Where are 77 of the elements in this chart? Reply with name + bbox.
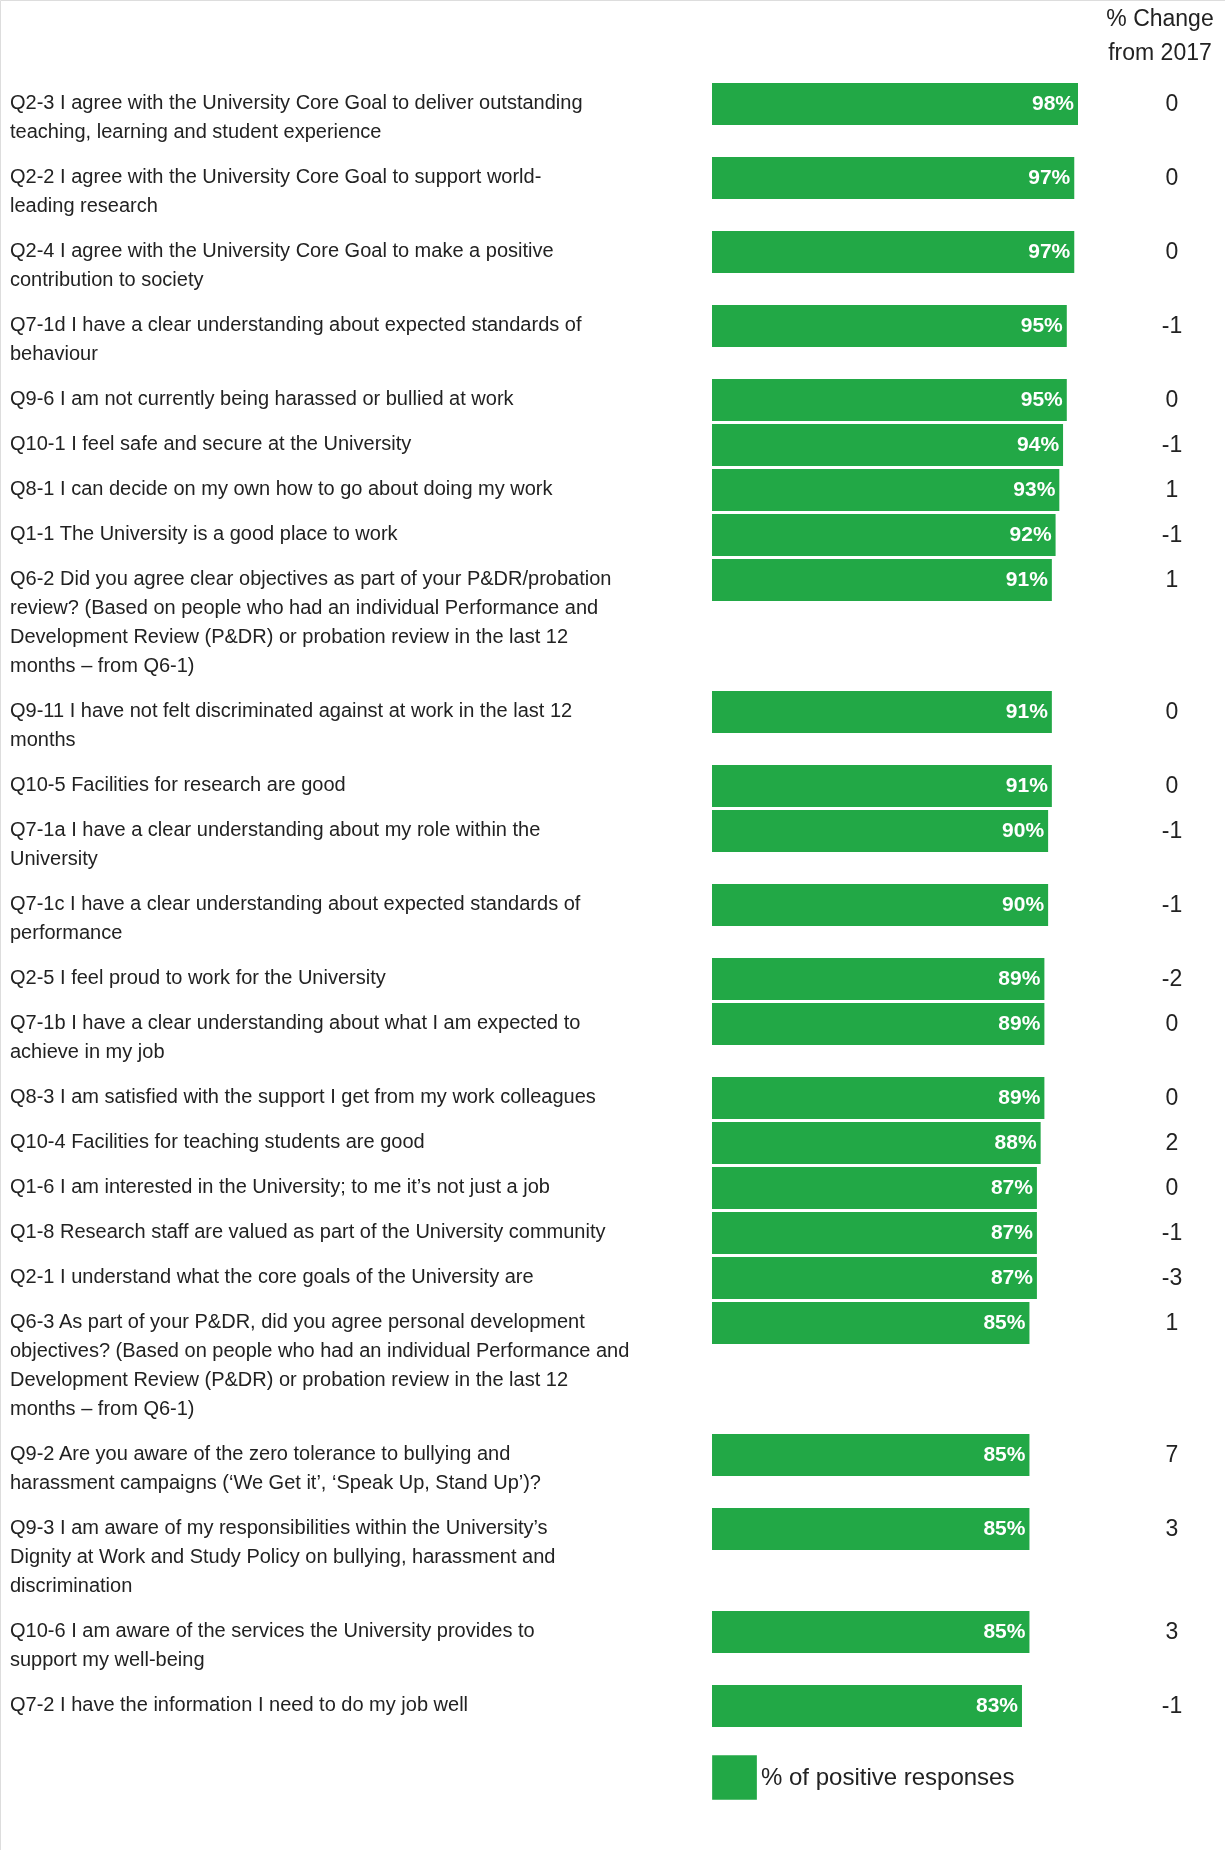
y-tick-label: Q7-1d I have a clear understanding about expected standards of behaviour bbox=[10, 313, 582, 364]
data-label: 85% bbox=[983, 1619, 1026, 1642]
y-tick-label: Q10-5 Facilities for research are good bbox=[10, 773, 346, 795]
y-tick-label: Q2-1 I understand what the core goals of the University are bbox=[10, 1265, 534, 1287]
text: 3 bbox=[1165, 1515, 1179, 1541]
y-tick-label: Q10-6 I am aware of the services the University provides to support my well-being bbox=[10, 1619, 535, 1670]
data-label: 88% bbox=[994, 1130, 1037, 1153]
text: -3 bbox=[1161, 1264, 1183, 1290]
data-label: 92% bbox=[1009, 522, 1052, 545]
y-tick-label: Q2-3 I agree with the University Core Goal to deliver outstanding teaching, learning and student experience bbox=[10, 91, 583, 142]
data-label: 98% bbox=[1031, 91, 1075, 114]
y-tick-label: Q9-6 I am not currently being harassed or bullied at work bbox=[10, 387, 515, 409]
data-label: 91% bbox=[1005, 567, 1049, 590]
legend-label: % of positive responses bbox=[761, 1762, 1015, 1790]
text: 0 bbox=[1165, 1174, 1179, 1200]
y-tick-label: Q7-2 I have the information I need to do my job well bbox=[10, 1693, 469, 1715]
text: 7 bbox=[1165, 1441, 1179, 1467]
data-label: 87% bbox=[990, 1265, 1034, 1288]
text: 0 bbox=[1165, 238, 1179, 264]
data-label: 85% bbox=[983, 1516, 1026, 1539]
text: -1 bbox=[1161, 312, 1183, 338]
data-label: 83% bbox=[975, 1693, 1019, 1716]
text: 1 bbox=[1165, 566, 1179, 592]
data-label: 95% bbox=[1020, 387, 1064, 410]
data-label: 97% bbox=[1028, 239, 1071, 262]
y-tick-label: Q7-1a I have a clear understanding about my role within the University bbox=[10, 818, 541, 869]
y-tick-label: Q9-11 I have not felt discriminated against at work in the last 12 months bbox=[10, 699, 573, 750]
data-label: 97% bbox=[1028, 165, 1071, 188]
text: % Change from 2017 bbox=[1106, 5, 1214, 65]
y-tick-label: Q2-5 I feel proud to work for the University bbox=[10, 966, 386, 988]
text: 1 bbox=[1165, 1309, 1179, 1335]
y-tick-label: Q1-8 Research staff are valued as part of the University community bbox=[10, 1220, 606, 1242]
data-label: 89% bbox=[998, 1085, 1041, 1108]
text: -1 bbox=[1161, 431, 1183, 457]
y-tick-label: Q8-3 I am satisfied with the support I get from my work colleagues bbox=[10, 1085, 596, 1107]
text: 1 bbox=[1165, 476, 1179, 502]
data-label: 91% bbox=[1005, 773, 1049, 796]
y-tick-label: Q2-4 I agree with the University Core Goal to make a positive contribution to society bbox=[10, 239, 554, 290]
text: -1 bbox=[1161, 1219, 1183, 1245]
text: 2 bbox=[1165, 1129, 1179, 1155]
text: 3 bbox=[1165, 1618, 1179, 1644]
text: 0 bbox=[1165, 772, 1179, 798]
y-tick-label: Q1-1 The University is a good place to work bbox=[10, 522, 399, 544]
data-label: 89% bbox=[998, 1011, 1041, 1034]
data-label: 91% bbox=[1005, 699, 1049, 722]
y-tick-label: Q9-2 Are you aware of the zero tolerance to bullying and harassment campaigns (‘We Get it’, ‘Speak Up, Stand Up’)? bbox=[10, 1442, 541, 1493]
text: 0 bbox=[1165, 90, 1179, 116]
data-label: 93% bbox=[1013, 477, 1056, 500]
data-label: 85% bbox=[983, 1310, 1026, 1333]
data-label: 87% bbox=[990, 1220, 1034, 1243]
y-tick-label: Q10-4 Facilities for teaching students are good bbox=[10, 1130, 425, 1152]
y-tick-label: Q8-1 I can decide on my own how to go about doing my work bbox=[10, 477, 554, 499]
text: -2 bbox=[1161, 965, 1183, 991]
text: -1 bbox=[1161, 1692, 1183, 1718]
data-label: 95% bbox=[1020, 313, 1064, 336]
y-tick-label: Q2-2 I agree with the University Core Goal to support world-leading research bbox=[10, 165, 542, 216]
text: 0 bbox=[1165, 1010, 1179, 1036]
text: 0 bbox=[1165, 698, 1179, 724]
text: -1 bbox=[1161, 817, 1183, 843]
y-tick-label: Q9-3 I am aware of my responsibilities within the University’s Dignity at Work and Study Policy on bullying, harassment and discrimination bbox=[10, 1516, 556, 1596]
y-tick-label: Q10-1 I feel safe and secure at the University bbox=[10, 432, 412, 454]
y-tick-label: Q7-1b I have a clear understanding about what I am expected to achieve in my job bbox=[10, 1011, 581, 1062]
data-label: 87% bbox=[990, 1175, 1034, 1198]
text: 0 bbox=[1165, 164, 1179, 190]
data-label: 94% bbox=[1017, 432, 1060, 455]
text: -1 bbox=[1161, 521, 1183, 547]
y-tick-label: Q1-6 I am interested in the University; to me it’s not just a job bbox=[10, 1175, 550, 1197]
y-tick-label: Q6-3 As part of your P&DR, did you agree personal development objectives? (Based on people who had an individual Performance and Development Review (P&DR) or probation review in the last 12 months – from Q6-1) bbox=[10, 1310, 630, 1419]
data-label: 89% bbox=[998, 966, 1041, 989]
y-tick-label: Q6-2 Did you agree clear objectives as part of your P&DR/probation review? (Based on people who had an individual Performance and Development Review (P&DR) or probation review in the last 12 months – from Q6-1) bbox=[10, 567, 612, 676]
y-tick-label: Q7-1c I have a clear understanding about expected standards of performance bbox=[10, 892, 581, 943]
data-label: 85% bbox=[983, 1442, 1026, 1465]
data-label: 90% bbox=[1002, 818, 1045, 841]
data-label: 90% bbox=[1002, 892, 1045, 915]
text: 0 bbox=[1165, 1084, 1179, 1110]
text: -1 bbox=[1161, 891, 1183, 917]
text: 0 bbox=[1165, 386, 1179, 412]
